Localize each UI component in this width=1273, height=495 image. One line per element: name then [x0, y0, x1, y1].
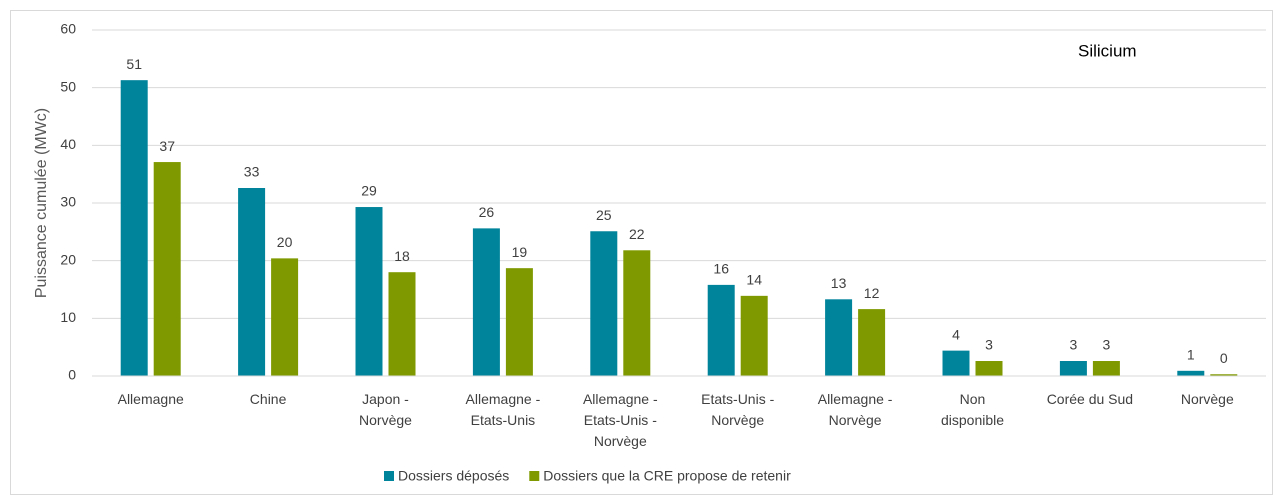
bar: [590, 231, 618, 376]
data-label: 3: [1103, 337, 1111, 353]
bar: [1177, 370, 1205, 376]
x-tick-label: Etats-Unis -Norvège: [701, 391, 774, 428]
bar: [942, 350, 970, 376]
y-tick-label: 10: [60, 309, 76, 325]
bar: [238, 188, 266, 376]
y-tick-label: 0: [68, 367, 76, 383]
y-tick-label: 20: [60, 251, 76, 267]
data-label: 37: [159, 138, 175, 154]
y-tick-label: 30: [60, 194, 76, 210]
legend-swatch: [384, 471, 394, 481]
data-label: 12: [864, 285, 880, 301]
bar: [355, 207, 383, 376]
bar: [975, 361, 1003, 376]
data-label: 18: [394, 248, 410, 264]
bar: [623, 250, 651, 376]
bar: [388, 272, 416, 376]
data-label: 19: [512, 244, 528, 260]
data-label: 26: [479, 204, 495, 220]
bar: [1059, 361, 1087, 376]
x-tick-label: Norvège: [1181, 391, 1234, 407]
bar: [825, 299, 853, 376]
x-tick-label: Non disponible: [941, 391, 1004, 428]
bar: [1210, 374, 1238, 376]
bar: [1092, 361, 1120, 376]
data-label: 3: [1070, 337, 1078, 353]
annotation: Silicium: [1078, 41, 1137, 60]
data-label: 29: [361, 183, 377, 199]
x-tick-label: Allemagne -Norvège: [818, 391, 893, 428]
x-tick-label: Allemagne: [118, 391, 184, 407]
y-tick-label: 50: [60, 78, 76, 94]
data-label: 13: [831, 275, 847, 291]
data-label: 1: [1187, 347, 1195, 363]
data-label: 25: [596, 207, 612, 223]
x-tick-label: Allemagne -Etats-Unis -Norvège: [583, 391, 658, 449]
x-tick-label: Allemagne -Etats-Unis: [466, 391, 541, 428]
bar: [120, 80, 148, 377]
legend-label: Dossiers déposés: [398, 468, 509, 484]
data-label: 4: [952, 326, 960, 342]
y-axis-title: Puissance cumulée (MWc): [33, 108, 50, 298]
y-tick-label: 40: [60, 136, 76, 152]
data-label: 22: [629, 226, 645, 242]
bar: [472, 228, 500, 376]
bar: [271, 258, 299, 376]
x-tick-label: Chine: [250, 391, 287, 407]
x-tick-label: Corée du Sud: [1047, 391, 1133, 407]
bar: [153, 162, 181, 376]
y-tick-label: 60: [60, 21, 76, 37]
data-label: 33: [244, 164, 260, 180]
data-label: 20: [277, 234, 293, 250]
x-tick-label: Japon -Norvège: [359, 391, 412, 428]
bar: [740, 295, 768, 376]
bar: [505, 268, 533, 376]
legend-swatch: [529, 471, 540, 481]
data-label: 3: [985, 337, 993, 353]
data-label: 51: [126, 56, 142, 72]
data-label: 0: [1220, 350, 1228, 366]
bar: [707, 284, 735, 376]
data-label: 16: [713, 261, 729, 277]
bar: [858, 309, 886, 376]
data-label: 14: [746, 272, 762, 288]
legend-label: Dossiers que la CRE propose de retenir: [543, 468, 791, 484]
